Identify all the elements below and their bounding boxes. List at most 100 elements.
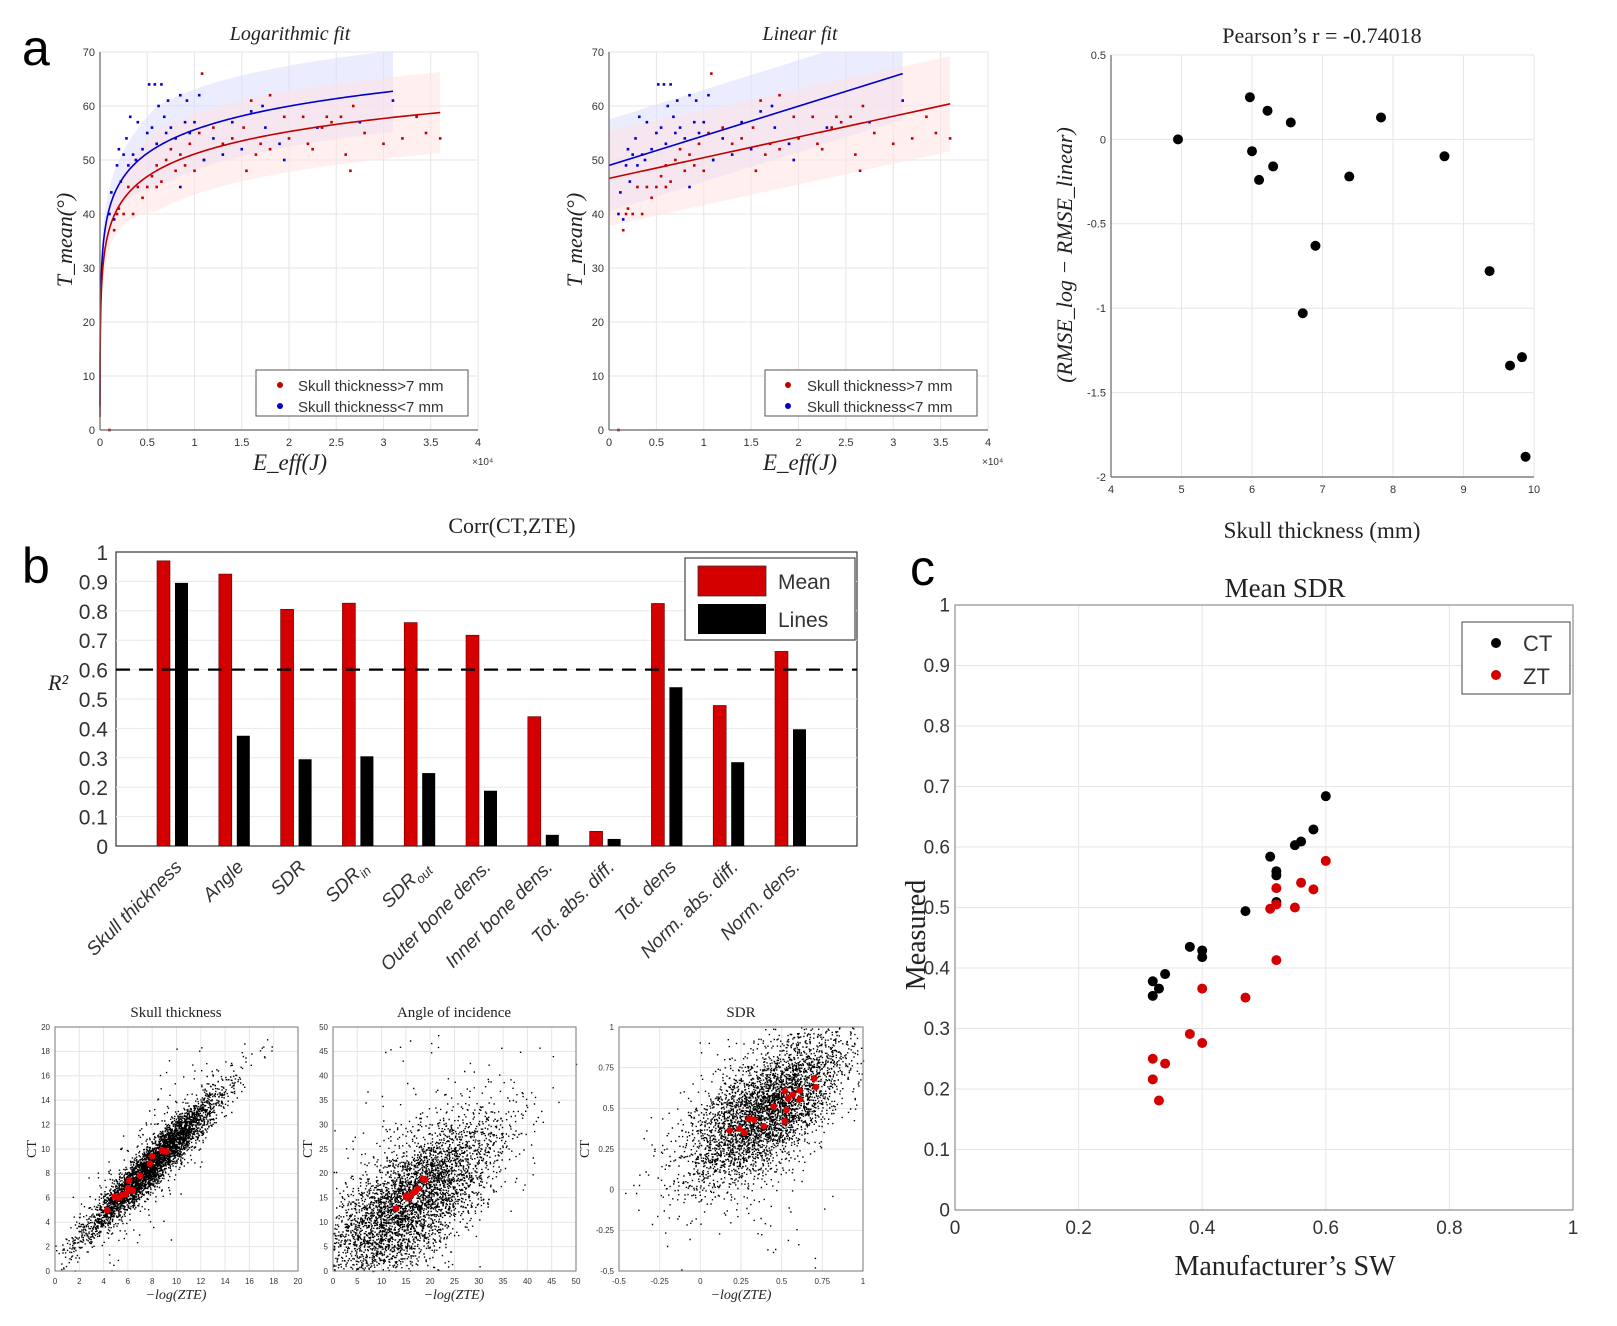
data-point	[754, 169, 758, 173]
data-point	[662, 83, 666, 86]
y-tick-label: 0.2	[924, 1080, 950, 1101]
x-tick-label: 1	[1568, 1218, 1579, 1239]
y-tick-label: 60	[592, 101, 604, 113]
y-tick-label: 0.3	[924, 1019, 950, 1040]
data-point	[358, 120, 362, 124]
highlight-point	[726, 1126, 733, 1134]
data-point	[282, 158, 286, 162]
data-point	[311, 147, 314, 151]
y-tick-label: 20	[592, 317, 604, 329]
highlight-point	[796, 1087, 803, 1094]
y-tick-label: 0.4	[79, 718, 109, 741]
data-point	[282, 115, 286, 119]
bar-lines	[731, 762, 745, 846]
data-point	[197, 93, 201, 97]
data-point	[650, 147, 653, 151]
y-tick-label: 10	[41, 1145, 50, 1154]
x-category-label: Inner bone dens.	[442, 857, 558, 973]
axes-frame	[618, 1026, 864, 1272]
data-point	[325, 115, 329, 119]
data-point	[858, 169, 862, 173]
data-point	[675, 99, 679, 102]
y-tick-label: 0.6	[79, 660, 108, 683]
data-point-zt	[1289, 902, 1300, 913]
data-point	[643, 158, 647, 162]
data-point-zt	[1197, 1038, 1208, 1049]
x-tick-label: 0.2	[1065, 1218, 1091, 1239]
data-point-ct	[1308, 824, 1319, 835]
legend-swatch-mean	[697, 565, 767, 597]
data-point	[650, 196, 653, 200]
x-tick-label: -0.25	[651, 1277, 670, 1286]
data-point	[631, 153, 634, 156]
y-tick-label: 0.4	[924, 959, 951, 980]
y-tick-label: 10	[592, 371, 604, 383]
sub-skull-xlabel: −log(ZTE)	[146, 1288, 207, 1303]
sub-sdr-xlabel: −log(ZTE)	[711, 1288, 772, 1303]
fit-line	[99, 90, 394, 406]
data-point	[830, 126, 833, 129]
highlight-point	[770, 1103, 777, 1111]
legend-label-mean: Mean	[778, 571, 831, 594]
data-point	[164, 158, 168, 162]
y-tick-label: 70	[592, 47, 604, 59]
data-point-zt	[1296, 877, 1307, 888]
data-point	[122, 212, 125, 216]
x-tick-label: 2.5	[329, 437, 344, 449]
data-point	[694, 99, 698, 102]
y-tick-label: 40	[592, 209, 604, 221]
data-point	[721, 137, 724, 140]
bar-legend: Mean Lines	[684, 557, 856, 641]
x-tick-label: 0	[698, 1277, 703, 1286]
log-fit-x-exponent: ×10⁴	[472, 457, 493, 468]
pearson-chart: Pearson’s r = -0.74018 Skull thickness (…	[1052, 23, 1540, 543]
data-point	[108, 212, 111, 216]
data-point-zt	[1271, 883, 1282, 894]
data-point	[626, 147, 630, 151]
x-tick-label: 0.5	[776, 1277, 788, 1286]
data-point	[702, 169, 706, 173]
log-fit-title: Logarithmic fit	[229, 23, 351, 45]
data-point-ct	[1147, 976, 1158, 987]
bar-lines	[422, 773, 436, 846]
linear-fit-ylabel: T_mean(°)	[562, 193, 587, 287]
legend-box	[764, 369, 978, 417]
x-tick-label: 0.6	[1313, 1218, 1339, 1239]
data-point	[674, 158, 677, 162]
data-point-zt	[1147, 1053, 1158, 1064]
highlight-point	[745, 1115, 753, 1123]
data-point	[212, 137, 215, 140]
legend-label-zt: ZT	[1523, 664, 1550, 689]
y-tick-label: 1	[610, 1023, 615, 1032]
data-point	[245, 169, 248, 173]
data-point	[344, 153, 347, 156]
data-point	[692, 164, 696, 167]
highlight-point	[422, 1176, 429, 1184]
data-point	[740, 120, 743, 124]
y-tick-label: 0	[1100, 134, 1106, 146]
sub-angle-title: Angle of incidence	[397, 1005, 511, 1021]
y-tick-label: 30	[592, 263, 604, 275]
data-point	[117, 207, 121, 210]
data-point	[278, 142, 281, 146]
bar-mean	[651, 603, 665, 847]
highlight-point	[796, 1096, 803, 1103]
panel-letter-a: a	[22, 20, 50, 76]
data-point	[1262, 105, 1273, 116]
sub-sdr-title: SDR	[726, 1005, 755, 1021]
data-point	[628, 180, 632, 183]
x-tick-label: 0.5	[649, 437, 664, 449]
y-tick-label: 0.8	[924, 717, 950, 738]
x-tick-label: 0.25	[733, 1277, 749, 1286]
legend-label-thin: Skull thickness<7 mm	[298, 399, 443, 416]
y-tick-label: 0	[598, 425, 604, 437]
bar-lines	[298, 759, 312, 846]
x-category-label: Angle	[198, 857, 248, 907]
y-tick-label: 0.7	[79, 630, 108, 653]
y-tick-label: 0.5	[924, 898, 950, 919]
data-point	[621, 218, 625, 221]
data-point-ct	[1184, 941, 1195, 952]
x-tick-label: 4	[1108, 484, 1114, 496]
data-point	[1297, 308, 1308, 319]
data-point	[112, 228, 116, 232]
